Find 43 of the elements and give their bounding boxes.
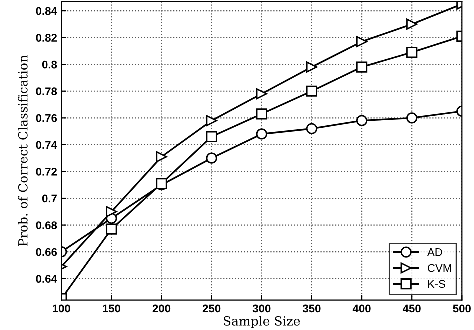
x-axis-title: Sample Size [224, 316, 300, 328]
point [356, 62, 368, 73]
legend-label: CVM [428, 264, 452, 272]
point [106, 206, 118, 218]
y-tick-label: 0.74 [36, 141, 58, 150]
x-tick-label: 350 [302, 304, 321, 313]
point [306, 86, 318, 97]
x-tick-label: 250 [202, 304, 221, 313]
point [206, 115, 218, 126]
y-tick-label: 0.72 [36, 168, 58, 176]
x-tick-label: 200 [152, 304, 171, 313]
point [306, 123, 318, 134]
point [106, 224, 118, 235]
point [206, 131, 218, 142]
y-tick-label: 0.84 [36, 7, 58, 16]
point [406, 46, 418, 58]
point [206, 152, 218, 164]
y-tick-label: 0.78 [36, 88, 58, 96]
y-tick-label: 0.66 [36, 248, 58, 256]
x-tick-label: 500 [453, 304, 471, 313]
x-tick-label: 450 [402, 304, 421, 313]
point [356, 36, 368, 48]
point [406, 112, 418, 124]
y-tick-label: 0.76 [36, 114, 58, 122]
y-tick-label: 0.68 [36, 222, 58, 230]
x-tick-label: 100 [53, 304, 70, 313]
point [156, 151, 168, 163]
legend-label: AD [427, 248, 442, 256]
point [256, 88, 268, 100]
point [256, 128, 268, 140]
y-tick-label: 0.8 [42, 60, 58, 69]
x-tick-label: 300 [252, 304, 271, 313]
point [306, 62, 318, 73]
point [406, 18, 418, 30]
legend-label: K-S [428, 280, 446, 288]
y-tick-label: 0.7 [42, 194, 57, 203]
y-tick-label: 0.82 [36, 34, 58, 42]
x-tick-label: 400 [352, 304, 371, 313]
x-tick-label: 150 [103, 304, 120, 313]
y-tick-label: 0.64 [36, 275, 58, 284]
y-axis-title: Prob. of Correct Classification [18, 55, 28, 246]
point [256, 108, 268, 120]
point [356, 115, 368, 126]
